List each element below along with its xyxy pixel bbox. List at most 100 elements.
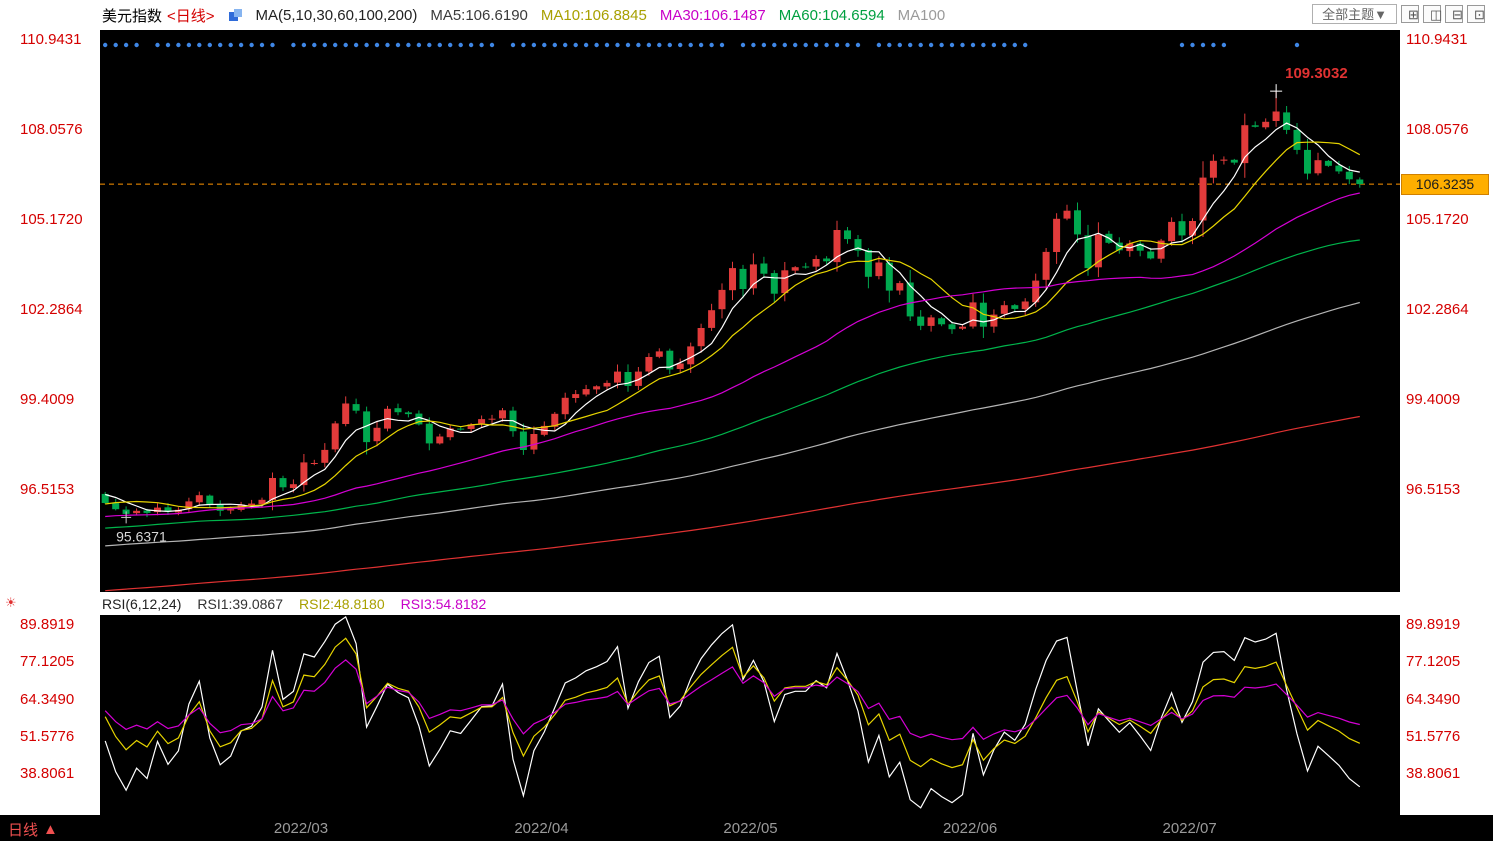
candle-body (970, 302, 977, 326)
rsi12-line (105, 638, 1360, 767)
candle-body (1283, 112, 1290, 129)
symbol-title: 美元指数 (102, 5, 162, 26)
event-marker-dot (762, 43, 766, 47)
event-marker-dot (657, 43, 661, 47)
indicator-settings-icon[interactable]: ☀ (5, 596, 17, 610)
event-marker-dot (1211, 43, 1215, 47)
layout-rows-icon[interactable]: ⊟ (1445, 5, 1463, 23)
candle-body (928, 317, 935, 326)
event-marker-dot (981, 43, 985, 47)
event-marker-dot (542, 43, 546, 47)
axis-tick-label: 99.4009 (20, 391, 74, 408)
candle-body (875, 263, 882, 277)
layout-grid-icon[interactable]: ⊞ (1401, 5, 1419, 23)
event-marker-dot (176, 43, 180, 47)
ma10-line (105, 142, 1360, 508)
x-axis-label: 2022/06 (943, 820, 997, 837)
event-marker-dot (678, 43, 682, 47)
event-marker-dot (824, 43, 828, 47)
event-marker-dot (417, 43, 421, 47)
candle-body (949, 324, 956, 329)
event-marker-dot (992, 43, 996, 47)
event-marker-dot (134, 43, 138, 47)
event-marker-dot (344, 43, 348, 47)
event-marker-dot (594, 43, 598, 47)
candle-body (1294, 130, 1301, 150)
theme-dropdown-button[interactable]: 全部主题▼ (1312, 4, 1397, 24)
candle-body (374, 428, 381, 441)
event-marker-dot (521, 43, 525, 47)
rsi-left-axis: 89.891977.120564.349051.577638.8061 (0, 615, 100, 815)
rsi-chart[interactable] (100, 615, 1400, 815)
event-marker-dot (291, 43, 295, 47)
candle-body (1168, 222, 1175, 241)
event-marker-dot (605, 43, 609, 47)
candlestick-chart[interactable]: 109.303295.6371 (100, 30, 1400, 592)
main-chart-panel[interactable]: 109.303295.6371 (100, 30, 1400, 592)
candle-body (1315, 160, 1322, 173)
event-marker-dot (960, 43, 964, 47)
event-marker-dot (1295, 43, 1299, 47)
event-marker-dot (396, 43, 400, 47)
event-marker-dot (438, 43, 442, 47)
event-marker-dot (197, 43, 201, 47)
caret-up-icon: ▲ (43, 821, 58, 838)
candle-body (645, 357, 652, 372)
event-marker-dot (1013, 43, 1017, 47)
candle-body (1231, 160, 1238, 163)
event-marker-dot (845, 43, 849, 47)
candle-body (1001, 305, 1008, 314)
event-marker-dot (647, 43, 651, 47)
candle-body (196, 495, 203, 502)
layout-single-icon[interactable]: ⊡ (1467, 5, 1485, 23)
event-marker-dot (626, 43, 630, 47)
candle-body (698, 328, 705, 346)
event-marker-dot (950, 43, 954, 47)
event-marker-dot (490, 43, 494, 47)
rsi-chart-panel[interactable] (100, 615, 1400, 815)
event-marker-dot (448, 43, 452, 47)
event-marker-dot (814, 43, 818, 47)
kline-style-icon[interactable] (228, 8, 243, 23)
event-marker-dot (333, 43, 337, 47)
candle-body (1064, 211, 1071, 219)
period-selector[interactable]: 日线 ▲ (8, 819, 58, 840)
candle-body (886, 263, 893, 291)
event-marker-dot (615, 43, 619, 47)
event-marker-dot (375, 43, 379, 47)
event-marker-dot (532, 43, 536, 47)
candle-body (917, 317, 924, 326)
candle-body (1262, 122, 1269, 128)
candle-body (781, 270, 788, 293)
candle-body (760, 264, 767, 274)
axis-tick-label: 89.8919 (1406, 616, 1460, 633)
event-marker-dot (166, 43, 170, 47)
candle-body (342, 404, 349, 425)
candle-body (792, 267, 799, 270)
candle-body (1147, 252, 1154, 259)
axis-tick-label: 99.4009 (1406, 391, 1460, 408)
candle-body (1304, 150, 1311, 174)
layout-columns-icon[interactable]: ◫ (1423, 5, 1441, 23)
event-marker-dot (114, 43, 118, 47)
candle-body (269, 478, 276, 500)
last-price-tag: 106.3235 (1401, 174, 1489, 195)
event-marker-dot (939, 43, 943, 47)
event-marker-dot (1222, 43, 1226, 47)
axis-tick-label: 64.3490 (20, 691, 74, 708)
chart-header: 美元指数 <日线> MA(5,10,30,60,100,200) MA5:106… (0, 0, 1493, 30)
candle-body (206, 496, 213, 505)
candle-body (1346, 172, 1353, 180)
event-marker-dot (919, 43, 923, 47)
candle-body (708, 310, 715, 328)
rsi-legend: RSI(6,12,24) RSI1:39.0867 RSI2:48.8180 R… (102, 592, 486, 615)
x-axis-label: 2022/04 (514, 820, 568, 837)
candle-body (740, 269, 747, 289)
axis-tick-label: 108.0576 (20, 121, 83, 138)
event-marker-dot (260, 43, 264, 47)
candle-body (562, 398, 569, 414)
candle-body (332, 423, 339, 449)
candle-body (802, 267, 809, 268)
candle-body (719, 290, 726, 309)
event-marker-dot (929, 43, 933, 47)
